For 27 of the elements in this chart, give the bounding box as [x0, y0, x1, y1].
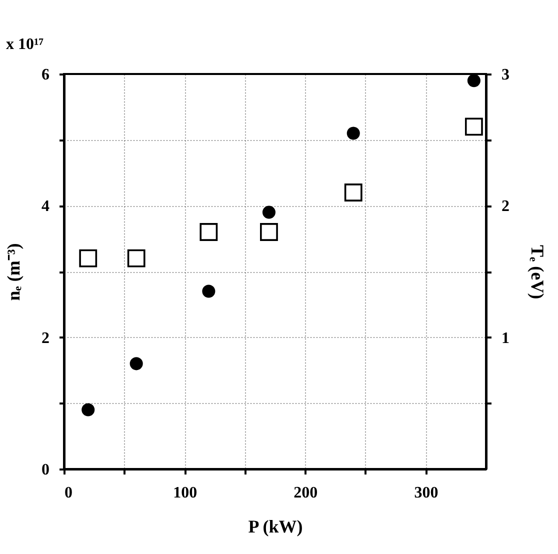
point	[260, 223, 278, 241]
y-tick-label: 4	[42, 198, 50, 216]
x-axis-title: P (kW)	[248, 516, 303, 536]
y2-axis-title: Tₑ (eV)	[528, 244, 548, 300]
x-tick-label: 300	[414, 484, 438, 502]
point	[200, 223, 218, 241]
point	[346, 126, 360, 140]
point	[130, 357, 143, 370]
point	[262, 206, 276, 219]
y-tick-label: 0	[42, 462, 50, 478]
text: x 10¹⁷	[6, 36, 44, 53]
y-tick-label: 2	[42, 330, 50, 347]
point	[202, 284, 216, 298]
point	[79, 249, 98, 268]
point	[344, 184, 362, 202]
y-tick-label: 6	[42, 66, 50, 84]
point	[82, 403, 95, 416]
y2-tick-label: 1	[502, 330, 510, 347]
point	[464, 118, 483, 136]
x-tick-label: 100	[173, 484, 198, 502]
y2-tick-label: 3	[502, 66, 510, 84]
y-axis-title: nₑ (m⁻³)	[4, 243, 24, 301]
point	[467, 74, 480, 88]
x-tick-label: 0	[64, 484, 72, 502]
point	[127, 249, 146, 268]
y2-tick-label: 2	[502, 198, 510, 216]
x-tick-label: 200	[294, 484, 318, 502]
